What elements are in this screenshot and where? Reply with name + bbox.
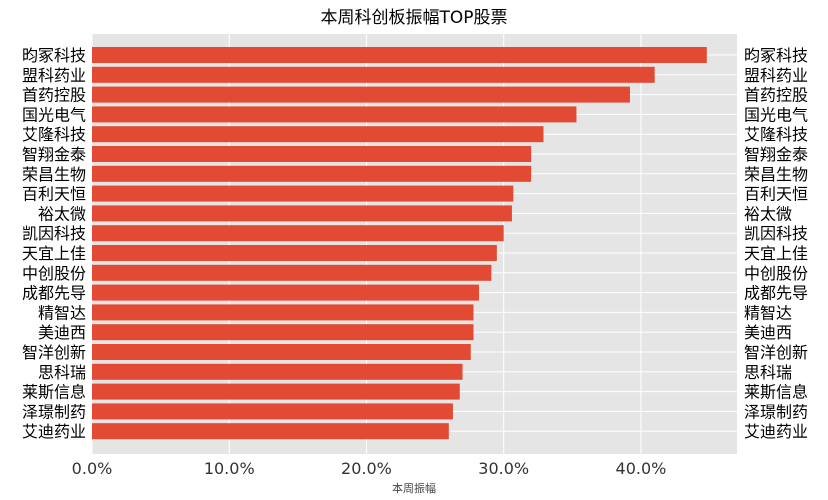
bar <box>92 66 655 83</box>
category-label: 莱斯信息 <box>22 383 86 402</box>
x-tick-label: 20.0% <box>341 459 392 478</box>
bar <box>92 324 474 341</box>
category-label-right: 成都先导 <box>744 284 808 303</box>
bar <box>92 126 544 143</box>
category-label-right: 莱斯信息 <box>744 383 808 402</box>
bar <box>92 165 532 182</box>
category-label: 盟科药业 <box>22 66 86 85</box>
category-label: 成都先导 <box>22 284 86 303</box>
bar <box>92 423 449 440</box>
bar <box>92 86 630 103</box>
category-label: 泽璟制药 <box>22 402 86 421</box>
category-labels-left: 昀冢科技盟科药业首药控股国光电气艾隆科技智翔金泰荣昌生物百利天恒裕太微凯因科技天… <box>22 46 86 441</box>
category-label: 国光电气 <box>22 105 86 124</box>
category-label-right: 凯因科技 <box>744 224 808 243</box>
bars <box>92 47 707 440</box>
bar <box>92 383 460 400</box>
x-tick-label: 40.0% <box>616 459 667 478</box>
x-tick-label: 30.0% <box>478 459 529 478</box>
category-label: 首药控股 <box>22 86 86 105</box>
category-label: 中创股份 <box>22 264 86 283</box>
category-label-right: 中创股份 <box>744 264 808 283</box>
category-label: 天宜上佳 <box>22 244 86 263</box>
chart-title: 本周科创板振幅TOP股票 <box>320 8 507 28</box>
category-label-right: 艾迪药业 <box>744 422 808 441</box>
bar <box>92 47 707 63</box>
category-label-right: 艾隆科技 <box>744 125 808 144</box>
bar <box>92 106 577 123</box>
bar <box>92 344 471 360</box>
bar <box>92 304 474 321</box>
category-label-right: 昀冢科技 <box>744 46 808 65</box>
category-label: 艾迪药业 <box>22 422 86 441</box>
category-label-right: 国光电气 <box>744 105 808 124</box>
x-tick-label: 0.0% <box>72 459 113 478</box>
x-tick-label: 10.0% <box>204 459 255 478</box>
bar <box>92 225 504 242</box>
category-label-right: 首药控股 <box>744 86 808 105</box>
category-label-right: 裕太微 <box>744 204 792 223</box>
bar <box>92 205 512 222</box>
bar <box>92 245 497 261</box>
category-label: 艾隆科技 <box>22 125 86 144</box>
category-label: 智洋创新 <box>22 343 86 362</box>
category-label-right: 美迪西 <box>744 323 792 342</box>
x-axis-label: 本周振幅 <box>392 481 436 495</box>
category-label: 美迪西 <box>38 323 86 342</box>
category-labels-right: 昀冢科技盟科药业首药控股国光电气艾隆科技智翔金泰荣昌生物百利天恒裕太微凯因科技天… <box>744 46 808 441</box>
category-label-right: 智翔金泰 <box>744 145 808 164</box>
category-label-right: 荣昌生物 <box>744 165 808 184</box>
bar <box>92 146 532 162</box>
bar <box>92 264 492 281</box>
category-label-right: 思科瑞 <box>744 363 792 382</box>
category-label-right: 精智达 <box>744 303 792 322</box>
category-label: 智翔金泰 <box>22 145 86 164</box>
category-label: 百利天恒 <box>22 185 86 204</box>
category-label-right: 百利天恒 <box>744 185 808 204</box>
x-tick-labels: 0.0% 10.0% 20.0% 30.0% 40.0% <box>72 459 667 478</box>
bar <box>92 403 453 420</box>
category-label: 精智达 <box>38 303 86 322</box>
category-label: 昀冢科技 <box>22 46 86 65</box>
category-label: 凯因科技 <box>22 224 86 243</box>
category-label-right: 盟科药业 <box>744 66 808 85</box>
category-label-right: 泽璟制药 <box>744 402 808 421</box>
bar <box>92 185 514 202</box>
category-label: 荣昌生物 <box>22 165 86 184</box>
category-label-right: 智洋创新 <box>744 343 808 362</box>
bar <box>92 284 479 301</box>
bar <box>92 363 463 380</box>
category-label: 裕太微 <box>38 204 86 223</box>
category-label: 思科瑞 <box>38 363 86 382</box>
category-label-right: 天宜上佳 <box>744 244 808 263</box>
